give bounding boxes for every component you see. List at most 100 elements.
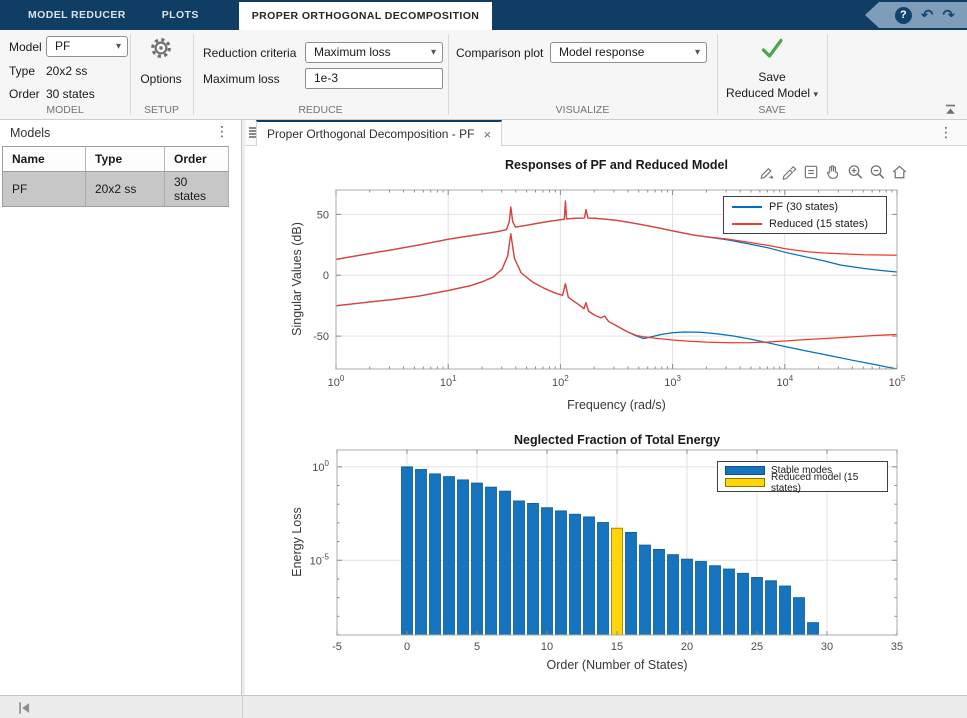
- svg-text:30: 30: [821, 641, 833, 653]
- models-panel-menu-icon[interactable]: ⋮: [215, 124, 229, 140]
- order-value: 30 states: [46, 87, 95, 101]
- energy-chart-ylabel: Energy Loss: [290, 507, 304, 577]
- response-chart-legend[interactable]: PF (30 states) Reduced (15 states): [723, 196, 887, 234]
- svg-text:0: 0: [323, 270, 329, 282]
- svg-text:0: 0: [404, 641, 410, 653]
- response-chart-ylabel: Singular Values (dB): [290, 222, 304, 336]
- svg-text:50: 50: [317, 209, 329, 221]
- svg-text:100: 100: [312, 459, 329, 474]
- redo-icon[interactable]: ↷: [942, 5, 955, 24]
- svg-text:102: 102: [552, 374, 569, 389]
- reduction-criteria-dropdown[interactable]: Maximum loss ▾: [305, 42, 443, 63]
- legend-patch-reduced-model: [725, 478, 765, 488]
- maximum-loss-input[interactable]: 1e-3: [305, 68, 443, 89]
- reduction-criteria-label: Reduction criteria: [203, 46, 297, 60]
- legend-line-pf: [732, 205, 762, 208]
- zoom-out-icon[interactable]: [868, 162, 887, 181]
- legend-label-pf: PF (30 states): [769, 200, 839, 213]
- energy-chart-legend[interactable]: Stable modes Reduced model (15 states): [717, 461, 888, 494]
- zoom-in-icon[interactable]: [846, 162, 865, 181]
- order-label: Order: [9, 87, 40, 101]
- save-reduced-model-button[interactable]: [758, 35, 785, 62]
- document-tab-bar: Proper Orthogonal Decomposition - PF × ⋮: [245, 120, 967, 146]
- datatips-icon[interactable]: [802, 162, 821, 181]
- svg-text:-5: -5: [332, 641, 342, 653]
- save-button-label-line2[interactable]: Reduced Model ▾: [717, 86, 827, 100]
- ribbon: Model PF ▾ Type 20x2 ss Order 30 states …: [0, 30, 967, 120]
- toolstrip-tab-bar: MODEL REDUCER PLOTS PROPER ORTHOGONAL DE…: [0, 0, 967, 30]
- legend-label-stable-modes: Stable modes: [771, 464, 833, 476]
- document-content: Responses of PF and Reduced Model 50 0 -50…: [245, 146, 967, 695]
- comparison-plot-dropdown[interactable]: Model response ▾: [550, 42, 707, 63]
- energy-chart-title: Neglected Fraction of Total Energy: [513, 433, 721, 447]
- svg-text:35: 35: [891, 641, 903, 653]
- undo-icon[interactable]: ↶: [920, 5, 934, 24]
- brush-icon[interactable]: [780, 162, 799, 181]
- svg-text:25: 25: [751, 641, 763, 653]
- svg-text:101: 101: [440, 374, 457, 389]
- chevron-down-icon: ▾: [813, 89, 818, 99]
- status-bar-divider: [242, 695, 243, 718]
- response-chart-xlabel: Frequency (rad/s): [567, 398, 666, 412]
- models-panel: Models ⋮ Name Type Order PF 20x2 ss 30 s…: [0, 120, 242, 695]
- section-label-reduce: REDUCE: [298, 104, 343, 116]
- legend-label-reduced: Reduced (15 states): [769, 217, 869, 230]
- chevron-down-icon: ▾: [694, 47, 700, 58]
- section-label-save: SAVE: [758, 104, 786, 116]
- document-bar-menu-icon[interactable]: ⋮: [939, 125, 953, 141]
- models-column-name[interactable]: Name: [2, 146, 86, 172]
- table-row[interactable]: PF 20x2 ss 30 states: [2, 171, 229, 207]
- legend-line-reduced: [732, 222, 762, 225]
- svg-text:15: 15: [611, 641, 623, 653]
- maximum-loss-label: Maximum loss: [203, 72, 280, 86]
- response-chart-title: Responses of PF and Reduced Model: [505, 158, 728, 172]
- document-tab-pod-pf[interactable]: Proper Orthogonal Decomposition - PF ×: [256, 120, 503, 146]
- quick-access-bar: ? ↶ ↷: [865, 2, 967, 28]
- type-value: 20x2 ss: [46, 64, 88, 78]
- document-bar-handle-icon[interactable]: [249, 127, 259, 139]
- svg-text:104: 104: [776, 374, 793, 389]
- document-tab-title: Proper Orthogonal Decomposition - PF: [267, 127, 475, 141]
- svg-text:105: 105: [889, 374, 906, 389]
- save-button-label-text: Reduced Model: [726, 86, 811, 100]
- models-panel-title: Models: [10, 126, 51, 140]
- legend-label-reduced-model: Reduced model (15 states): [771, 471, 859, 494]
- save-button-label-line1[interactable]: Save: [758, 70, 786, 84]
- model-dropdown[interactable]: PF ▾: [46, 36, 128, 57]
- section-label-setup: SETUP: [143, 104, 179, 116]
- svg-text:103: 103: [664, 374, 681, 389]
- type-label: Type: [9, 64, 36, 78]
- reduction-criteria-value: Maximum loss: [314, 45, 391, 59]
- models-panel-header: Models ⋮: [0, 120, 241, 146]
- axes-toolbar: [758, 162, 909, 181]
- tab-plots[interactable]: PLOTS: [161, 9, 199, 21]
- pan-icon[interactable]: [824, 162, 843, 181]
- close-icon[interactable]: ×: [483, 126, 492, 142]
- energy-chart-xlabel: Order (Number of States): [546, 658, 688, 672]
- collapse-panel-icon[interactable]: [16, 699, 34, 717]
- restore-view-icon[interactable]: [890, 162, 909, 181]
- comparison-plot-value: Model response: [559, 45, 645, 59]
- options-button[interactable]: [149, 36, 173, 60]
- tab-model-reducer[interactable]: MODEL REDUCER: [28, 9, 126, 21]
- tab-proper-orthogonal-decomposition[interactable]: PROPER ORTHOGONAL DECOMPOSITION: [238, 2, 493, 30]
- comparison-plot-label: Comparison plot: [456, 46, 544, 60]
- svg-text:20: 20: [681, 641, 693, 653]
- models-column-type[interactable]: Type: [85, 146, 165, 172]
- models-column-order[interactable]: Order: [164, 146, 229, 172]
- collapse-ribbon-icon[interactable]: [943, 102, 958, 117]
- panel-splitter[interactable]: [242, 120, 245, 695]
- help-icon[interactable]: ?: [894, 6, 912, 24]
- options-button-label[interactable]: Options: [140, 72, 182, 86]
- model-label: Model: [9, 40, 42, 54]
- svg-text:100: 100: [328, 374, 345, 389]
- svg-text:-50: -50: [313, 331, 329, 343]
- model-name-cell: PF: [2, 171, 86, 207]
- edit-plot-icon[interactable]: [758, 162, 777, 181]
- response-chart-svg[interactable]: 50 0 -50 100 101 102 103 104 105: [245, 146, 967, 420]
- check-icon: [761, 38, 783, 58]
- model-dropdown-value: PF: [55, 39, 71, 53]
- model-order-cell: 30 states: [164, 171, 229, 207]
- section-label-model: MODEL: [46, 104, 84, 116]
